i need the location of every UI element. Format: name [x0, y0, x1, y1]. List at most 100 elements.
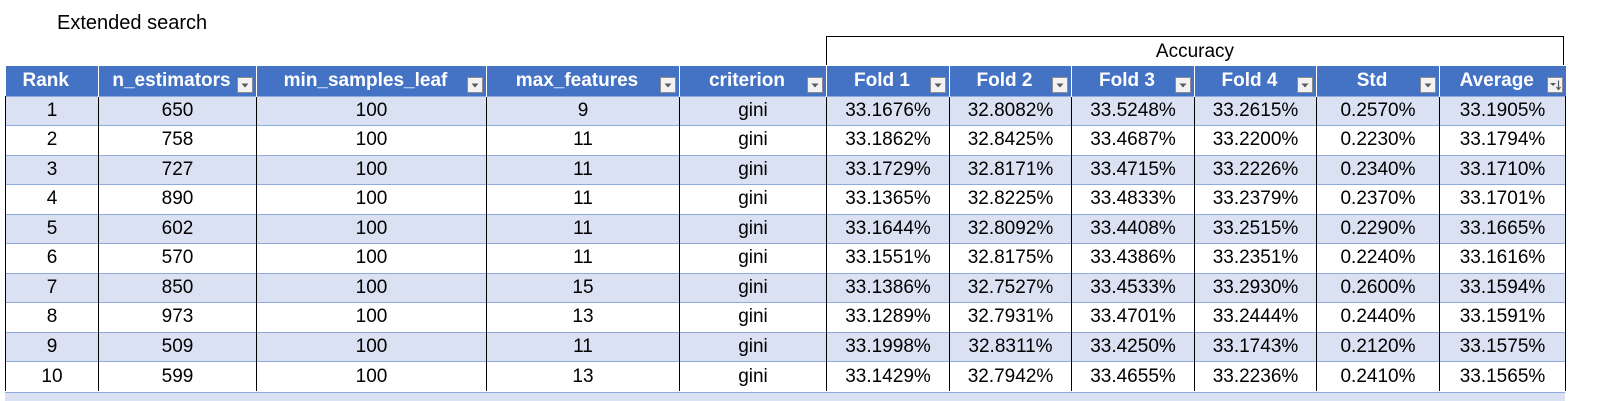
cell-fold-2[interactable]: 32.8082%: [949, 95, 1072, 126]
cell-fold-2[interactable]: 32.8225%: [949, 184, 1072, 214]
cell-max-features[interactable]: 11: [486, 213, 680, 244]
cell-std[interactable]: 0.2570%: [1316, 95, 1440, 126]
cell-min-samples-leaf[interactable]: 100: [256, 361, 487, 391]
filter-dropdown-icon[interactable]: [1420, 76, 1436, 93]
column-header-n-estimators[interactable]: n_estimators: [98, 66, 257, 96]
filter-dropdown-icon[interactable]: [1052, 76, 1068, 93]
cell-min-samples-leaf[interactable]: 100: [256, 213, 487, 244]
filter-dropdown-icon[interactable]: [467, 76, 483, 93]
cell-std[interactable]: 0.2600%: [1316, 272, 1440, 303]
cell-n-estimators[interactable]: 973: [98, 302, 257, 332]
cell-std[interactable]: 0.2230%: [1316, 125, 1440, 155]
cell-fold-2[interactable]: 32.7527%: [949, 272, 1072, 303]
cell-criterion[interactable]: gini: [679, 272, 827, 303]
cell-min-samples-leaf[interactable]: 100: [256, 154, 487, 185]
cell-fold-2[interactable]: 32.8171%: [949, 154, 1072, 185]
cell-n-estimators[interactable]: 509: [98, 331, 257, 362]
cell-criterion[interactable]: gini: [679, 361, 827, 391]
cell-min-samples-leaf[interactable]: 100: [256, 125, 487, 155]
cell-n-estimators[interactable]: 570: [98, 243, 257, 273]
cell-rank[interactable]: 4: [5, 184, 99, 214]
cell-fold-1[interactable]: 33.1676%: [826, 95, 950, 126]
cell-fold-3[interactable]: 33.4715%: [1071, 154, 1195, 185]
column-header-std[interactable]: Std: [1316, 66, 1440, 96]
cell-fold-2[interactable]: 32.8425%: [949, 125, 1072, 155]
column-header-fold-1[interactable]: Fold 1: [826, 66, 950, 96]
cell-std[interactable]: 0.2120%: [1316, 331, 1440, 362]
cell-fold-4[interactable]: 33.2379%: [1194, 184, 1317, 214]
cell-fold-2[interactable]: 32.7942%: [949, 361, 1072, 391]
column-header-fold-2[interactable]: Fold 2: [949, 66, 1072, 96]
cell-fold-4[interactable]: 33.2200%: [1194, 125, 1317, 155]
cell-n-estimators[interactable]: 599: [98, 361, 257, 391]
cell-rank[interactable]: 1: [5, 95, 99, 126]
cell-min-samples-leaf[interactable]: 100: [256, 272, 487, 303]
cell-fold-3[interactable]: 33.4533%: [1071, 272, 1195, 303]
cell-std[interactable]: 0.2410%: [1316, 361, 1440, 391]
column-header-min-samples-leaf[interactable]: min_samples_leaf: [256, 66, 487, 96]
filter-dropdown-icon[interactable]: [237, 76, 253, 93]
cell-average[interactable]: 33.1616%: [1439, 243, 1566, 273]
cell-criterion[interactable]: gini: [679, 331, 827, 362]
cell-std[interactable]: 0.2290%: [1316, 213, 1440, 244]
cell-average[interactable]: 33.1594%: [1439, 272, 1566, 303]
cell-rank[interactable]: 3: [5, 154, 99, 185]
cell-max-features[interactable]: 11: [486, 243, 680, 273]
cell-fold-4[interactable]: 33.2226%: [1194, 154, 1317, 185]
sort-descending-filter-icon[interactable]: [1546, 76, 1563, 93]
cell-min-samples-leaf[interactable]: 100: [256, 331, 487, 362]
cell-fold-1[interactable]: 33.1644%: [826, 213, 950, 244]
cell-max-features[interactable]: 15: [486, 272, 680, 303]
cell-fold-4[interactable]: 33.2236%: [1194, 361, 1317, 391]
cell-average[interactable]: 33.1565%: [1439, 361, 1566, 391]
cell-average[interactable]: 33.1575%: [1439, 331, 1566, 362]
cell-n-estimators[interactable]: 727: [98, 154, 257, 185]
cell-fold-4[interactable]: 33.2351%: [1194, 243, 1317, 273]
cell-fold-4[interactable]: 33.2930%: [1194, 272, 1317, 303]
cell-fold-1[interactable]: 33.1862%: [826, 125, 950, 155]
cell-criterion[interactable]: gini: [679, 95, 827, 126]
cell-fold-1[interactable]: 33.1365%: [826, 184, 950, 214]
cell-fold-4[interactable]: 33.2444%: [1194, 302, 1317, 332]
cell-criterion[interactable]: gini: [679, 213, 827, 244]
cell-fold-1[interactable]: 33.1429%: [826, 361, 950, 391]
cell-min-samples-leaf[interactable]: 100: [256, 302, 487, 332]
cell-average[interactable]: 33.1665%: [1439, 213, 1566, 244]
column-header-average[interactable]: Average: [1439, 66, 1566, 96]
cell-min-samples-leaf[interactable]: 100: [256, 95, 487, 126]
cell-fold-1[interactable]: 33.1998%: [826, 331, 950, 362]
cell-fold-3[interactable]: 33.4833%: [1071, 184, 1195, 214]
cell-criterion[interactable]: gini: [679, 184, 827, 214]
cell-n-estimators[interactable]: 850: [98, 272, 257, 303]
cell-fold-3[interactable]: 33.4408%: [1071, 213, 1195, 244]
cell-fold-1[interactable]: 33.1289%: [826, 302, 950, 332]
cell-fold-4[interactable]: 33.2515%: [1194, 213, 1317, 244]
cell-fold-2[interactable]: 32.8311%: [949, 331, 1072, 362]
cell-max-features[interactable]: 13: [486, 361, 680, 391]
cell-rank[interactable]: 9: [5, 331, 99, 362]
cell-fold-4[interactable]: 33.2615%: [1194, 95, 1317, 126]
cell-max-features[interactable]: 11: [486, 331, 680, 362]
filter-dropdown-icon[interactable]: [1297, 76, 1313, 93]
cell-fold-1[interactable]: 33.1386%: [826, 272, 950, 303]
cell-criterion[interactable]: gini: [679, 302, 827, 332]
column-header-fold-3[interactable]: Fold 3: [1071, 66, 1195, 96]
cell-fold-3[interactable]: 33.4687%: [1071, 125, 1195, 155]
filter-dropdown-icon[interactable]: [930, 76, 946, 93]
cell-min-samples-leaf[interactable]: 100: [256, 243, 487, 273]
cell-max-features[interactable]: 11: [486, 184, 680, 214]
cell-std[interactable]: 0.2340%: [1316, 154, 1440, 185]
cell-rank[interactable]: 8: [5, 302, 99, 332]
cell-average[interactable]: 33.1905%: [1439, 95, 1566, 126]
cell-std[interactable]: 0.2240%: [1316, 243, 1440, 273]
filter-dropdown-icon[interactable]: [660, 76, 676, 93]
cell-n-estimators[interactable]: 890: [98, 184, 257, 214]
cell-n-estimators[interactable]: 758: [98, 125, 257, 155]
cell-fold-3[interactable]: 33.4386%: [1071, 243, 1195, 273]
cell-fold-2[interactable]: 32.8092%: [949, 213, 1072, 244]
filter-dropdown-icon[interactable]: [1175, 76, 1191, 93]
cell-std[interactable]: 0.2370%: [1316, 184, 1440, 214]
cell-average[interactable]: 33.1591%: [1439, 302, 1566, 332]
column-header-max-features[interactable]: max_features: [486, 66, 680, 96]
cell-max-features[interactable]: 9: [486, 95, 680, 126]
